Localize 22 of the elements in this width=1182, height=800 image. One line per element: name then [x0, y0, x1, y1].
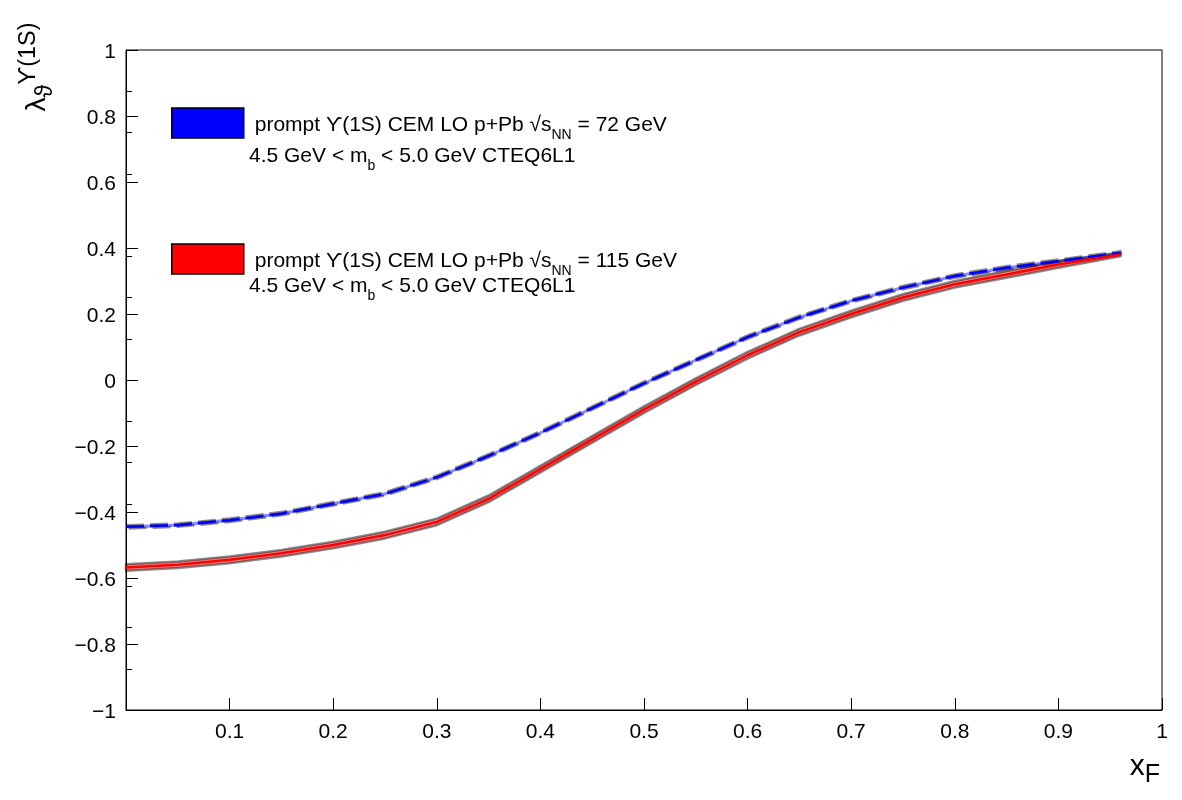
- x-tick-label: 0.9: [1043, 719, 1073, 742]
- y-tick-label: −0.4: [74, 500, 117, 524]
- x-tick-label: 0.1: [215, 719, 245, 742]
- x-tick-label: 0.4: [525, 719, 556, 742]
- y-tick-label: 0.2: [86, 302, 116, 326]
- y-tick-label: −0.8: [74, 632, 116, 656]
- y-tick-label: −0.6: [74, 566, 116, 590]
- y-tick-label: 0: [104, 368, 116, 392]
- y-tick-label: 1: [104, 38, 116, 62]
- x-tick-label: 0.8: [940, 719, 970, 742]
- x-tick-label: 1: [1156, 719, 1168, 742]
- x-axis-title: x$_{F}$: [1129, 748, 1160, 788]
- y-tick-label: 0.6: [86, 170, 116, 194]
- y-tick-label: −0.2: [74, 434, 116, 458]
- y-tick-label: 0.4: [86, 236, 117, 260]
- y-tick-label: −1: [92, 698, 116, 722]
- x-tick-label: 0.3: [422, 719, 452, 742]
- y-tick-label: 0.8: [86, 104, 116, 128]
- x-tick-label: 0.2: [318, 719, 348, 742]
- x-tick-label: 0.7: [836, 719, 866, 742]
- x-tick-label: 0.5: [629, 719, 659, 742]
- x-tick-label: 0.6: [733, 719, 763, 742]
